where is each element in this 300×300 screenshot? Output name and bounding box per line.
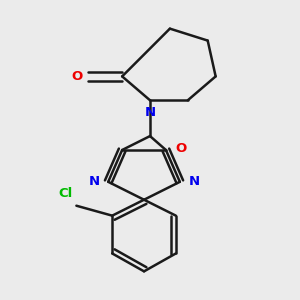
Text: O: O [71,70,82,83]
Text: Cl: Cl [58,187,72,200]
Text: N: N [144,106,156,119]
Text: O: O [176,142,187,154]
Text: N: N [189,175,200,188]
Text: N: N [88,175,100,188]
